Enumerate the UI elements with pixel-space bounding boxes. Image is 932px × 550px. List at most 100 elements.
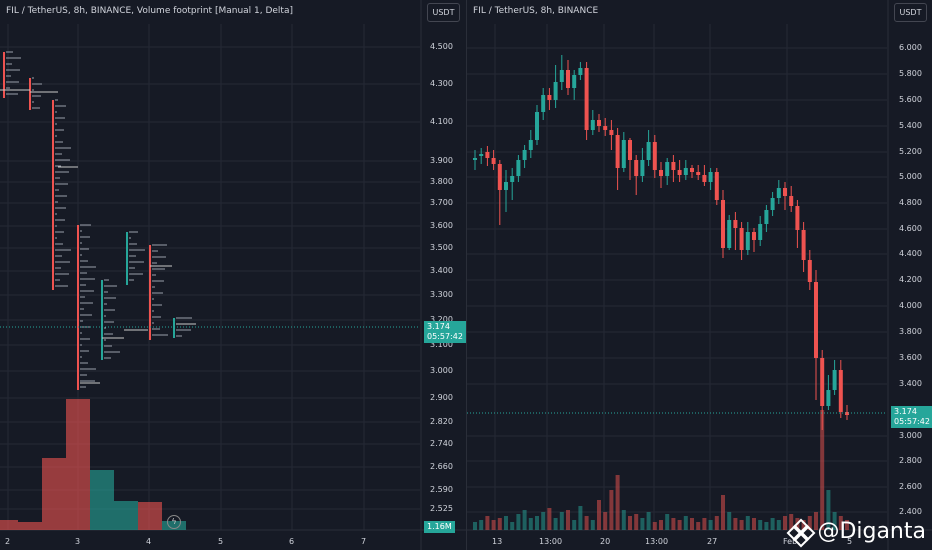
volume-bar bbox=[758, 520, 763, 530]
volume-bar bbox=[683, 516, 688, 530]
candle-body bbox=[789, 196, 794, 206]
volume-bar bbox=[677, 520, 682, 530]
candle-body bbox=[826, 390, 831, 406]
left-price-label: 3.000 bbox=[430, 366, 453, 375]
left-chart-canvas[interactable] bbox=[0, 0, 466, 550]
volume-bar bbox=[609, 490, 614, 530]
candle-body bbox=[634, 160, 639, 176]
volume-bar bbox=[795, 518, 800, 530]
right-chart-title: FIL / TetherUS, 8h, BINANCE bbox=[473, 6, 599, 16]
right-price-label: 4.400 bbox=[899, 249, 922, 258]
candle-body bbox=[621, 140, 626, 168]
volume-bar bbox=[646, 512, 651, 530]
volume-bar bbox=[845, 520, 849, 530]
right-price-label: 4.600 bbox=[899, 224, 922, 233]
left-price-label: 3.300 bbox=[430, 290, 453, 299]
binance-diamond-icon bbox=[786, 518, 816, 547]
candle-body bbox=[820, 358, 825, 406]
candle-body bbox=[801, 230, 806, 260]
volume-bar bbox=[615, 475, 620, 530]
right-currency-button[interactable]: USDT bbox=[894, 3, 927, 22]
volume-bar bbox=[516, 514, 521, 530]
right-time-label: 20 bbox=[600, 537, 611, 546]
candle-body bbox=[770, 198, 775, 210]
left-chart-pane[interactable]: FIL / TetherUS, 8h, BINANCE, Volume foot… bbox=[0, 0, 466, 550]
candle-body bbox=[727, 220, 732, 248]
right-time-label: 27 bbox=[707, 537, 718, 546]
candle-body bbox=[516, 160, 521, 176]
volume-bar bbox=[721, 495, 725, 530]
left-price-label: 2.820 bbox=[430, 417, 453, 426]
left-price-label: 3.900 bbox=[430, 156, 453, 165]
left-time-label: 6 bbox=[289, 537, 295, 546]
left-currency-button[interactable]: USDT bbox=[427, 3, 460, 22]
volume-bar bbox=[559, 512, 564, 530]
volume-bar bbox=[752, 518, 756, 530]
candle-body bbox=[522, 150, 527, 160]
right-chart-pane[interactable]: FIL / TetherUS, 8h, BINANCE USDT 6.000 5.… bbox=[466, 0, 932, 550]
right-price-label: 4.200 bbox=[899, 275, 922, 284]
candle-body bbox=[497, 164, 502, 190]
watermark: @Diganta bbox=[786, 518, 926, 547]
right-price-label: 5.600 bbox=[899, 95, 922, 104]
candle-body bbox=[597, 120, 601, 126]
watermark-text: @Diganta bbox=[817, 519, 926, 544]
volume-bar bbox=[820, 410, 825, 530]
right-chart-canvas[interactable] bbox=[467, 0, 932, 550]
volume-bar bbox=[497, 518, 502, 530]
volume-bar bbox=[640, 518, 645, 530]
left-price-label: 3.200 bbox=[430, 315, 453, 324]
candle-body bbox=[572, 75, 577, 88]
volume-bar bbox=[708, 520, 713, 530]
right-price-label: 3.400 bbox=[899, 379, 922, 388]
left-last-price: 3.174 bbox=[427, 322, 450, 331]
candle-body bbox=[758, 224, 763, 240]
volume-bar bbox=[764, 522, 769, 530]
volume-bar bbox=[473, 522, 477, 530]
candle-body bbox=[491, 158, 496, 164]
right-time-label: 13 bbox=[492, 537, 503, 546]
left-price-label: 2.900 bbox=[430, 393, 453, 402]
candle-body bbox=[814, 282, 818, 358]
candle-body bbox=[745, 232, 750, 250]
right-price-label: 4.800 bbox=[899, 198, 922, 207]
candle-body bbox=[845, 412, 849, 415]
volume-bar bbox=[510, 522, 515, 530]
left-time-label: 2 bbox=[5, 537, 11, 546]
left-price-label: 3.500 bbox=[430, 243, 453, 252]
candle-body bbox=[659, 170, 663, 176]
volume-bar bbox=[621, 510, 626, 530]
left-chart-title: FIL / TetherUS, 8h, BINANCE, Volume foot… bbox=[6, 6, 293, 16]
candle-body bbox=[807, 260, 812, 282]
volume-bar bbox=[628, 516, 632, 530]
volume-bar bbox=[603, 512, 608, 530]
candle-body bbox=[752, 232, 756, 240]
left-price-label: 3.400 bbox=[430, 266, 453, 275]
volume-bar bbox=[528, 518, 533, 530]
volume-bar bbox=[832, 512, 837, 530]
candle-body bbox=[609, 130, 614, 135]
volume-bar bbox=[671, 518, 676, 530]
volume-bar bbox=[807, 516, 812, 530]
right-time-label: Feb bbox=[783, 537, 798, 546]
right-last-price: 3.174 bbox=[894, 407, 917, 416]
volume-bar bbox=[578, 506, 583, 530]
volume-bar bbox=[789, 514, 794, 530]
candle-body bbox=[665, 162, 670, 176]
left-volume-tag: 1.16M bbox=[424, 521, 455, 533]
volume-bar bbox=[590, 520, 595, 530]
lightning-icon[interactable]: ϟ bbox=[167, 515, 181, 529]
volume-bar bbox=[838, 516, 843, 530]
candle-body bbox=[721, 200, 725, 248]
left-price-label: 2.740 bbox=[430, 439, 453, 448]
left-price-label: 3.600 bbox=[430, 221, 453, 230]
right-price-label: 5.400 bbox=[899, 121, 922, 130]
right-last-price-tag: 3.174 05:57:42 bbox=[891, 406, 932, 428]
candle-body bbox=[510, 176, 515, 182]
volume-bar bbox=[659, 520, 663, 530]
candle-body bbox=[733, 220, 738, 228]
left-price-label: 3.700 bbox=[430, 198, 453, 207]
candle-body bbox=[714, 172, 719, 200]
candle-body bbox=[628, 140, 632, 160]
right-price-label: 2.600 bbox=[899, 482, 922, 491]
